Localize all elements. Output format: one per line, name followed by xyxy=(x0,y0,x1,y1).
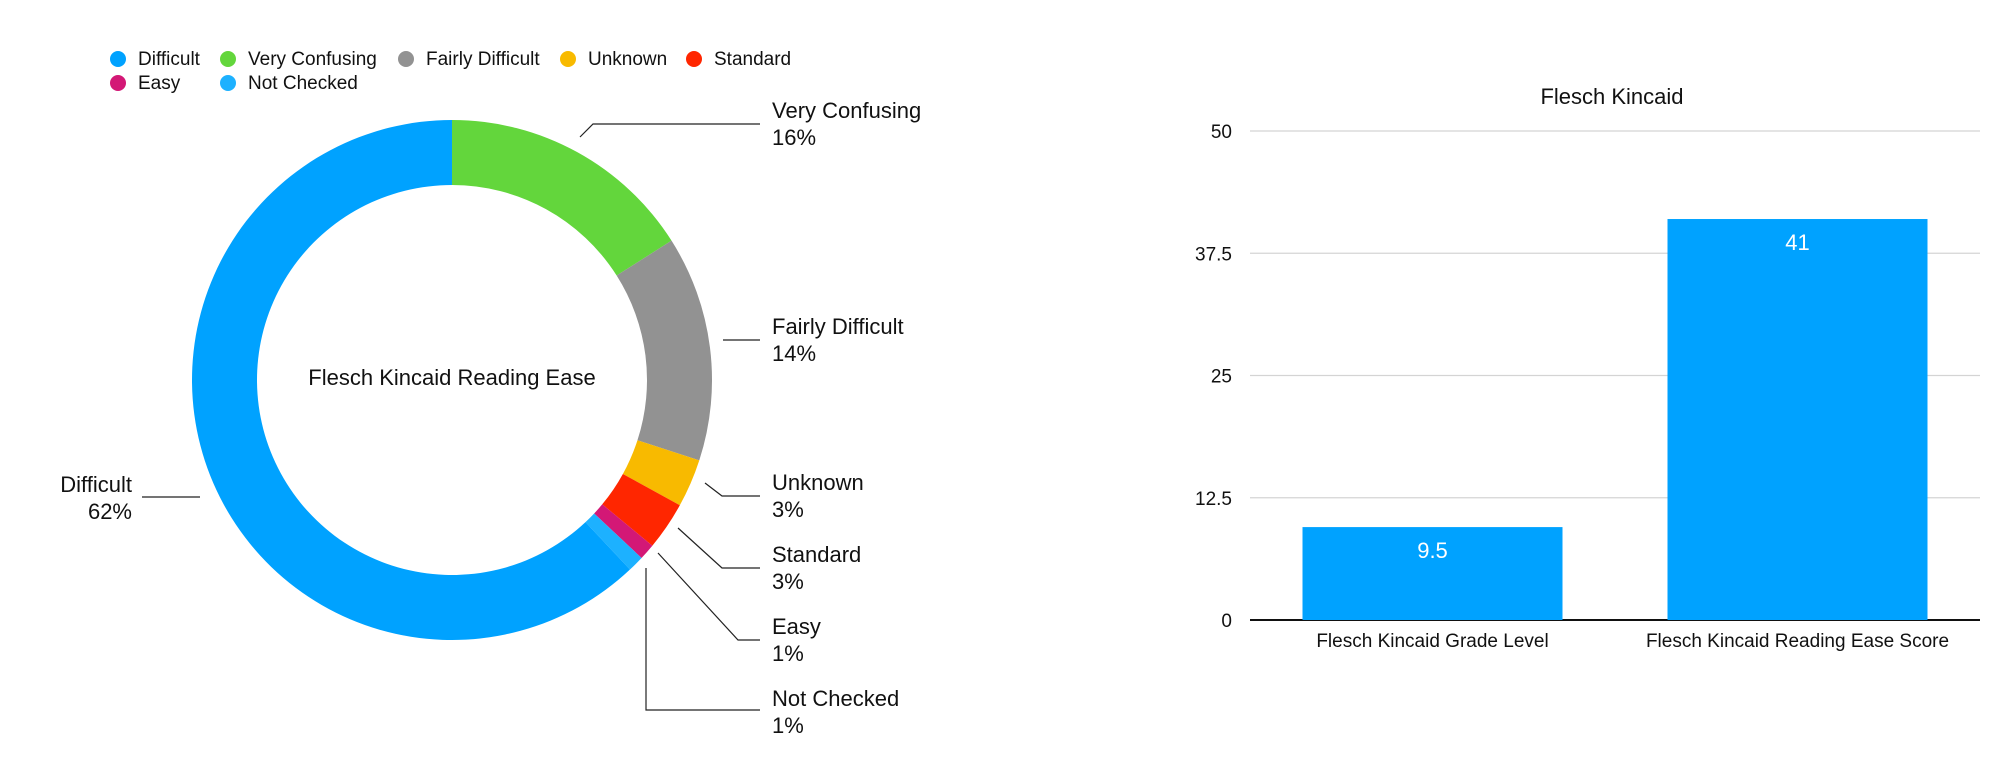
donut-slice-difficult xyxy=(192,120,630,640)
donut-slices xyxy=(192,120,712,640)
donut-slice-not-checked xyxy=(585,513,642,570)
callout-percent-unknown: 3% xyxy=(772,497,804,522)
callout-percent-difficult: 62% xyxy=(88,499,132,524)
bar-x-tick-label: Flesch Kincaid Reading Ease Score xyxy=(1646,631,1949,652)
callout-percent-very-confusing: 16% xyxy=(772,125,816,150)
legend-item-very-confusing: Very Confusing xyxy=(220,49,377,70)
callout-leader-not-checked xyxy=(645,568,760,711)
donut-slice-unknown xyxy=(622,440,700,506)
legend-label-not-checked: Not Checked xyxy=(248,73,358,94)
callout-leader-unknown xyxy=(704,482,760,497)
legend-swatch-not-checked xyxy=(220,75,236,91)
legend-item-standard: Standard xyxy=(686,49,791,70)
bar-x-axis: Flesch Kincaid Grade Level Flesch Kincaid… xyxy=(1316,631,1949,652)
legend-label-easy: Easy xyxy=(138,73,181,94)
donut-slice-standard xyxy=(602,473,680,546)
bar-y-tick-label: 50 xyxy=(1211,122,1232,143)
bar-y-tick-label: 0 xyxy=(1221,611,1232,632)
callout-name-unknown: Unknown xyxy=(772,470,864,495)
legend-swatch-fairly-difficult xyxy=(398,51,414,67)
callout-name-fairly-difficult: Fairly Difficult xyxy=(772,314,904,339)
bar-value-label: 41 xyxy=(1785,230,1809,255)
callout-name-very-confusing: Very Confusing xyxy=(772,98,921,123)
bar-y-tick-label: 12.5 xyxy=(1195,489,1232,510)
legend-item-difficult: Difficult xyxy=(110,49,201,70)
callout-percent-easy: 1% xyxy=(772,641,804,666)
legend-item-easy: Easy xyxy=(110,73,181,94)
donut-center-label: Flesch Kincaid Reading Ease xyxy=(308,365,595,390)
bar-flesch-kincaid-grade-level xyxy=(1302,527,1563,620)
callout-percent-standard: 3% xyxy=(772,569,804,594)
legend-swatch-very-confusing xyxy=(220,51,236,67)
bar-series: 9.5 41 xyxy=(1302,219,1928,620)
bar-flesch-kincaid-reading-ease-score xyxy=(1667,219,1928,620)
bar-value-label: 9.5 xyxy=(1417,538,1448,563)
callout-percent-fairly-difficult: 14% xyxy=(772,341,816,366)
bar-chart-title: Flesch Kincaid xyxy=(1540,84,1683,109)
donut-slice-easy xyxy=(594,504,653,558)
callout-leader-easy xyxy=(657,552,760,641)
legend-swatch-easy xyxy=(110,75,126,91)
callout-name-easy: Easy xyxy=(772,614,821,639)
legend-swatch-unknown xyxy=(560,51,576,67)
callout-percent-not-checked: 1% xyxy=(772,713,804,738)
donut-chart: Difficult Very Confusing Fairly Difficult U… xyxy=(60,49,921,738)
callout-name-not-checked: Not Checked xyxy=(772,686,899,711)
legend-swatch-standard xyxy=(686,51,702,67)
donut-legend: Difficult Very Confusing Fairly Difficult U… xyxy=(110,49,791,94)
legend-label-difficult: Difficult xyxy=(138,49,201,70)
bar-y-axis: 0 12.5 25 37.5 50 xyxy=(1195,122,1232,632)
donut-slice-very-confusing xyxy=(452,120,672,276)
bar-y-tick-label: 25 xyxy=(1211,367,1232,388)
callout-leader-standard xyxy=(677,527,760,569)
legend-item-not-checked: Not Checked xyxy=(220,73,358,94)
callout-leader-very-confusing xyxy=(579,123,760,138)
legend-swatch-difficult xyxy=(110,51,126,67)
legend-item-unknown: Unknown xyxy=(560,49,667,70)
legend-label-fairly-difficult: Fairly Difficult xyxy=(426,49,540,70)
legend-label-unknown: Unknown xyxy=(588,49,667,70)
legend-label-standard: Standard xyxy=(714,49,791,70)
bar-y-tick-label: 37.5 xyxy=(1195,244,1232,265)
donut-slice-fairly-difficult xyxy=(616,240,712,461)
callout-name-difficult: Difficult xyxy=(60,472,132,497)
legend-item-fairly-difficult: Fairly Difficult xyxy=(398,49,540,70)
bar-x-tick-label: Flesch Kincaid Grade Level xyxy=(1316,631,1548,652)
legend-label-very-confusing: Very Confusing xyxy=(248,49,377,70)
callout-name-standard: Standard xyxy=(772,542,861,567)
